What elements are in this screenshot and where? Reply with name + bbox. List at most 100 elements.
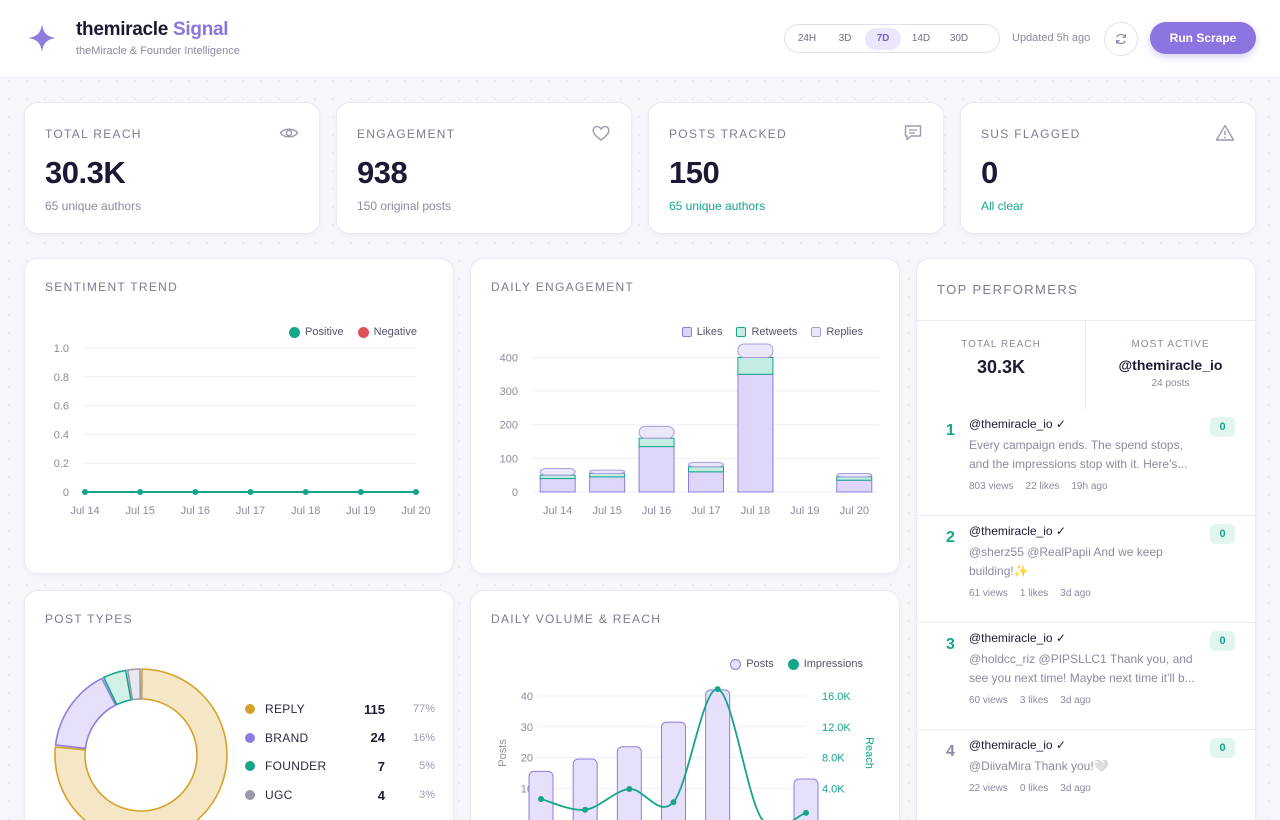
x-tick-label: Jul 18 — [741, 505, 770, 517]
legend-impressions[interactable]: Impressions — [787, 658, 863, 670]
performer-meta: 60 views 3 likes 3d ago — [969, 695, 1091, 706]
summary-label: MOST ACTIVE — [1131, 339, 1210, 350]
range-14d-button[interactable]: 14D — [911, 33, 931, 44]
post-type-swatch — [245, 732, 255, 743]
stat-value: 0 — [981, 155, 998, 190]
performer-likes: 1 likes — [1019, 588, 1049, 599]
performer-likes: 0 likes — [1019, 783, 1049, 794]
performer-meta: 803 views 22 likes 19h ago — [969, 481, 1108, 492]
y-tick-label: 0 — [512, 487, 518, 499]
stat-card-sus-flagged: SUS FLAGGED 0 All clear — [960, 102, 1256, 234]
legend-swatch — [730, 658, 742, 670]
y-tick-label-left: 30 — [521, 722, 533, 734]
stat-sub: 150 original posts — [357, 199, 452, 213]
legend-likes[interactable]: Likes — [681, 326, 722, 338]
legend-posts[interactable]: Posts — [730, 658, 774, 670]
series-line-impressions — [540, 688, 807, 820]
legend-label: Negative — [373, 326, 417, 338]
legend-swatch — [811, 327, 822, 337]
stat-card-total-reach: TOTAL REACH 30.3K 65 unique authors — [24, 102, 320, 234]
legend-label: Positive — [305, 326, 344, 338]
refresh-icon — [1116, 33, 1126, 45]
bar-likes — [539, 478, 576, 493]
bar-likes — [836, 479, 873, 493]
post-types-panel: POST TYPES REPLY 115 77% BRAND 24 16% FO… — [24, 590, 454, 820]
performer-text: @DiivaMira Thank you!🤍 — [969, 759, 1109, 773]
range-3d-button[interactable]: 3D — [838, 33, 852, 44]
performer-text: @holdcc_riz @PIPSLLC1 Thank you, and see… — [969, 652, 1195, 685]
stat-value: 150 — [669, 155, 720, 190]
legend-label: Posts — [746, 658, 774, 670]
performer-item[interactable]: 1 @themiracle_io ✓ Every campaign ends. … — [917, 409, 1255, 516]
x-tick-label: Jul 14 — [70, 505, 99, 517]
y-tick-label: 0 — [63, 487, 69, 499]
y-tick-label-right: 8.0K — [822, 753, 845, 765]
refresh-button[interactable] — [1104, 22, 1138, 56]
legend-label: Replies — [826, 326, 863, 338]
data-point — [714, 686, 721, 693]
stat-label: POSTS TRACKED — [669, 127, 788, 141]
post-type-row: UGC 4 3% — [245, 781, 435, 810]
performer-time: 3d ago — [1060, 783, 1091, 794]
summary-label: TOTAL REACH — [961, 339, 1041, 350]
x-tick-label: Jul 19 — [346, 505, 375, 517]
legend-positive[interactable]: Positive — [289, 326, 344, 338]
range-24h-button[interactable]: 24H — [797, 33, 817, 44]
bar-replies — [638, 425, 675, 439]
performer-item[interactable]: 3 @themiracle_io ✓ @holdcc_riz @PIPSLLC1… — [917, 623, 1255, 730]
y-tick-label: 0.4 — [54, 429, 69, 441]
performer-score-badge: 0 — [1210, 631, 1235, 651]
range-7d-button[interactable]: 7D — [865, 27, 901, 50]
legend-replies[interactable]: Replies — [811, 326, 863, 338]
bar-replies — [589, 469, 626, 475]
performer-item[interactable]: 4 @themiracle_io ✓ @DiivaMira Thank you!… — [917, 730, 1255, 820]
performer-meta: 61 views 1 likes 3d ago — [969, 588, 1091, 599]
y-tick-label-right: 4.0K — [822, 783, 845, 795]
post-types-donut-chart — [54, 668, 228, 820]
post-type-row: BRAND 24 16% — [245, 724, 435, 753]
x-tick-label: Jul 17 — [236, 505, 265, 517]
run-scrape-button[interactable]: Run Scrape — [1150, 22, 1256, 54]
engagement-chart: 0 100 200 300 400 Jul 14 Jul 15 Jul 16 Jul 17 Jul… — [500, 343, 879, 517]
bar-posts — [616, 746, 642, 820]
post-type-name: BRAND — [265, 730, 309, 745]
post-type-count: 24 — [370, 730, 385, 746]
performer-item[interactable]: 2 @themiracle_io ✓ @sherz55 @RealPapii A… — [917, 516, 1255, 623]
performer-views: 22 views — [969, 783, 1008, 794]
legend-label: Retweets — [751, 326, 798, 338]
performer-handle: @themiracle_io ✓ — [969, 417, 1066, 431]
stat-sub: All clear — [981, 199, 1024, 213]
post-type-percent: 3% — [419, 789, 435, 802]
sparkle-logo-icon — [28, 24, 56, 52]
post-type-row: REPLY 115 77% — [245, 695, 435, 724]
x-tick-label: Jul 20 — [840, 505, 869, 517]
performer-score-badge: 0 — [1210, 417, 1235, 437]
range-30d-button[interactable]: 30D — [949, 33, 969, 44]
eye-icon — [279, 128, 299, 138]
panel-title: DAILY ENGAGEMENT — [491, 280, 635, 294]
legend-negative[interactable]: Negative — [357, 326, 417, 338]
top-performers-summary: TOTAL REACH 30.3K MOST ACTIVE @themiracl… — [917, 321, 1255, 409]
panel-title: DAILY VOLUME & REACH — [491, 612, 662, 626]
post-type-count: 7 — [377, 758, 385, 774]
legend-retweets[interactable]: Retweets — [736, 326, 797, 338]
data-point — [670, 799, 677, 806]
performer-handle: @themiracle_io ✓ — [969, 631, 1066, 645]
bar-replies — [539, 467, 576, 476]
x-tick-label: Jul 17 — [691, 505, 720, 517]
y-axis-label-right: Reach — [863, 737, 875, 769]
bar-posts — [793, 778, 819, 820]
donut-slice-brand — [54, 677, 117, 750]
legend-swatch — [681, 327, 692, 337]
performer-rank: 1 — [946, 422, 955, 439]
y-tick-label-left: 20 — [521, 753, 533, 765]
legend-swatch — [289, 326, 301, 338]
legend-swatch — [357, 326, 369, 338]
bar-posts — [572, 758, 598, 820]
summary-handle[interactable]: @themiracle_io — [1118, 357, 1223, 373]
bar-posts — [661, 721, 686, 820]
donut-slice-founder — [102, 669, 132, 706]
post-type-name: UGC — [265, 788, 293, 803]
performer-rank: 2 — [946, 529, 955, 546]
